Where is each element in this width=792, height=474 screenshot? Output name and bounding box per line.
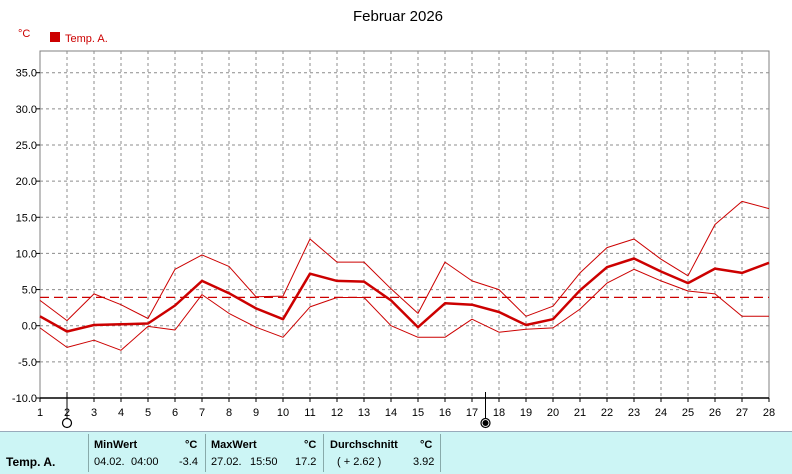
y-tick-label: 35.0 — [16, 68, 37, 80]
x-tick-label: 27 — [736, 407, 748, 419]
x-tick-label: 12 — [331, 407, 343, 419]
x-tick-label: 17 — [466, 407, 478, 419]
series-line-min — [39, 268, 769, 351]
x-tick-label: 8 — [226, 407, 232, 419]
temperature-chart: Februar 2026 °C Temp. A. -10.0 -5.0 0.0 5.0… — [12, 8, 775, 429]
y-tick-label: 5.0 — [22, 285, 37, 297]
avg-unit: °C — [420, 439, 433, 451]
stats-divider — [440, 434, 441, 472]
x-tick-label: 1 — [37, 407, 43, 419]
x-tick-label: 16 — [439, 407, 451, 419]
x-tick-label: 11 — [304, 407, 315, 419]
series-line-max — [39, 200, 770, 322]
avg-header: Durchschnitt — [330, 439, 398, 451]
min-date: 04.02. — [94, 456, 125, 468]
x-tick-label: 4 — [118, 407, 124, 419]
stats-divider — [88, 434, 89, 472]
stats-bar: Temp. A. MinWert °C 04.02. 04:00 -3.4 Ma… — [0, 431, 792, 474]
x-tick-label: 13 — [358, 407, 370, 419]
avg-delta: ( + 2.62 ) — [337, 456, 382, 468]
y-tick-label: 30.0 — [16, 104, 37, 116]
y-tick-label: 0.0 — [22, 321, 37, 333]
x-tick-label: 3 — [91, 407, 97, 419]
x-tick-label: 24 — [655, 407, 667, 419]
x-tick-label: 5 — [145, 407, 151, 419]
y-tick-label: 25.0 — [16, 140, 37, 152]
x-tick-label: 6 — [172, 407, 178, 419]
min-time: 04:00 — [131, 456, 159, 468]
y-tick-label: 15.0 — [16, 212, 37, 224]
x-tick-label: 28 — [763, 407, 775, 419]
max-unit: °C — [304, 439, 317, 451]
x-tick-label: 14 — [385, 407, 397, 419]
plot-area — [39, 50, 770, 399]
x-tick-label: 10 — [277, 407, 289, 419]
x-tick-label: 22 — [601, 407, 613, 419]
full-moon-marker — [482, 420, 489, 426]
grid — [40, 51, 769, 398]
min-value: -3.4 — [179, 456, 198, 468]
legend-label: Temp. A. — [65, 33, 108, 45]
x-tick-label: 20 — [547, 407, 559, 419]
min-header: MinWert — [94, 439, 138, 451]
y-tick-label: -10.0 — [12, 393, 37, 405]
markers-layer — [61, 392, 491, 429]
min-unit: °C — [185, 439, 198, 451]
avg-value: 3.92 — [413, 456, 435, 468]
x-tick-label: 18 — [493, 407, 505, 419]
x-tick-label: 26 — [709, 407, 721, 419]
series-layer — [39, 200, 770, 351]
y-tick-label: -5.0 — [18, 357, 37, 369]
x-tick-label: 15 — [412, 407, 424, 419]
max-value: 17.2 — [295, 456, 317, 468]
new-moon-marker — [61, 417, 73, 429]
y-tick-label: 20.0 — [16, 176, 37, 188]
x-tick-label: 19 — [520, 407, 532, 419]
max-date: 27.02. — [211, 456, 242, 468]
legend-swatch — [50, 32, 60, 42]
y-axis-ticks: -10.0 -5.0 0.0 5.0 10.0 15.0 20.0 25.0 30.0 35.0 — [12, 68, 40, 405]
x-tick-label: 9 — [253, 407, 259, 419]
max-time: 15:50 — [250, 456, 278, 468]
max-header: MaxWert — [211, 439, 257, 451]
series-line-mean — [39, 257, 770, 333]
x-tick-label: 25 — [682, 407, 694, 419]
x-tick-label: 23 — [628, 407, 640, 419]
stats-row-label: Temp. A. — [6, 455, 56, 469]
x-tick-label: 7 — [199, 407, 205, 419]
x-axis-ticks: 1234567891011121314151617181920212223242… — [37, 398, 775, 419]
stats-divider — [205, 434, 206, 472]
y-tick-label: 10.0 — [16, 248, 37, 260]
chart-title: Februar 2026 — [353, 8, 443, 25]
y-unit-label: °C — [18, 28, 30, 40]
x-tick-label: 21 — [574, 407, 586, 419]
stats-divider — [323, 434, 324, 472]
